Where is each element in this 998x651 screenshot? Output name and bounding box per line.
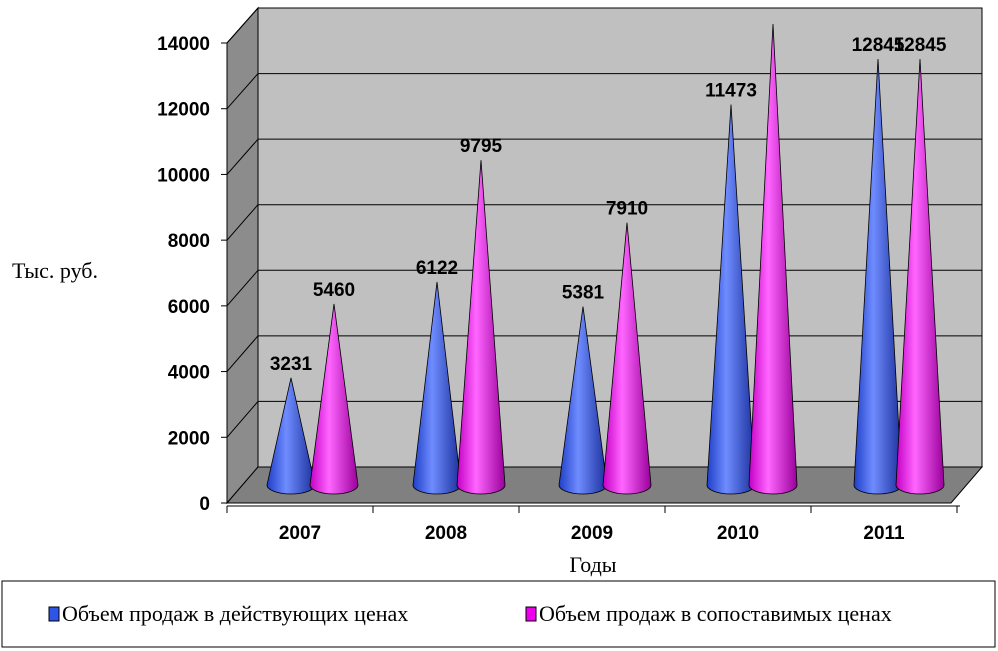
x-tick-label-2010: 2010 bbox=[717, 523, 759, 544]
cone-s1-2010 bbox=[748, 23, 798, 495]
gridline-side-2 bbox=[226, 335, 259, 372]
cone-s1-2011 bbox=[895, 58, 945, 495]
gridline-side-5 bbox=[226, 138, 259, 175]
x-tick-label-2007: 2007 bbox=[279, 523, 321, 544]
x-tick-label-2011: 2011 bbox=[863, 523, 905, 544]
gridline-side-6 bbox=[226, 73, 259, 110]
side-wall bbox=[226, 6, 259, 505]
gridlines bbox=[226, 7, 982, 438]
y-axis-ticks: 0 2000 4000 6000 8000 10000 12000 14000 bbox=[157, 34, 227, 515]
legend-box bbox=[1, 580, 996, 648]
data-label-s0-2011: 12845 bbox=[852, 35, 905, 56]
gridline-side-3 bbox=[226, 269, 259, 307]
data-label-s1-2009: 7910 bbox=[606, 199, 648, 220]
y-tick-label-5: 10000 bbox=[157, 165, 210, 186]
cone-s1-2009 bbox=[602, 222, 652, 495]
x-axis-ticks: 2007 2008 2009 2010 2011 bbox=[226, 506, 958, 544]
y-tick-label-6: 12000 bbox=[157, 100, 210, 121]
x-tick-label-2008: 2008 bbox=[425, 523, 467, 544]
cones bbox=[266, 23, 945, 495]
data-label-s0-2007: 3231 bbox=[270, 354, 313, 375]
data-label-s0-2010: 11473 bbox=[705, 80, 757, 101]
data-label-s1-2011: 12845 bbox=[894, 35, 947, 56]
cone-s1-2008 bbox=[456, 160, 506, 495]
legend-swatch-1 bbox=[525, 606, 537, 622]
y-tick-label-1: 2000 bbox=[168, 428, 210, 449]
y-tick-label-3: 6000 bbox=[168, 297, 210, 318]
y-tick-label-0: 0 bbox=[199, 494, 210, 515]
y-tick-label-7: 14000 bbox=[157, 34, 210, 55]
data-label-s0-2008: 6122 bbox=[416, 258, 458, 279]
gridline-side-7 bbox=[226, 7, 259, 44]
data-label-s1-2008: 9795 bbox=[460, 136, 503, 157]
y-tick-label-4: 8000 bbox=[168, 231, 210, 252]
data-label-s0-2009: 5381 bbox=[562, 283, 605, 304]
data-label-s1-2007: 5460 bbox=[313, 280, 355, 301]
y-axis-title: Тыс. руб. bbox=[12, 258, 98, 283]
cone-s1-2007 bbox=[309, 303, 359, 495]
legend-swatch-0 bbox=[48, 606, 60, 622]
legend-label-1: Объем продаж в сопоставимых ценах bbox=[539, 601, 892, 626]
x-tick-label-2009: 2009 bbox=[571, 523, 613, 544]
gridline-side-1 bbox=[226, 401, 259, 438]
y-tick-label-2: 4000 bbox=[168, 363, 210, 384]
gridline-side-4 bbox=[226, 204, 259, 241]
legend-label-0: Объем продаж в действующих ценах bbox=[62, 601, 408, 626]
x-axis-title: Годы bbox=[569, 552, 616, 577]
